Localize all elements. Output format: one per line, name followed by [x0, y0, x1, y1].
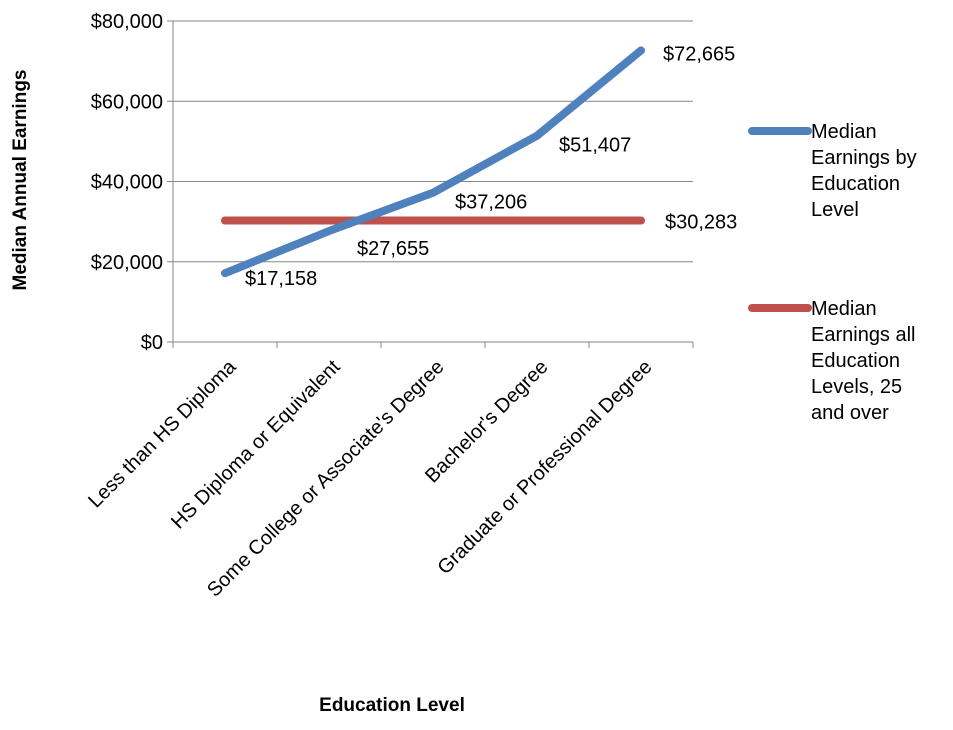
y-axis-title: Median Annual Earnings [10, 70, 31, 291]
y-tick-label: $20,000 [91, 252, 163, 274]
legend-label-line: and over [811, 402, 889, 424]
legend-label-line: Median [811, 298, 877, 320]
data-label: $37,206 [455, 192, 527, 214]
data-labels: $17,158 $27,655 $37,206 $51,407 $72,665 $30,2… [245, 43, 737, 290]
legend-entry: Median Earnings by Education Level [748, 121, 917, 221]
legend: Median Earnings by Education Level Median Ear… [748, 121, 917, 424]
y-tick-label: $60,000 [91, 91, 163, 113]
y-tick-label: $80,000 [91, 11, 163, 33]
series-line [221, 46, 645, 278]
y-tick-label: $40,000 [91, 172, 163, 194]
x-tick-label: HS Diploma or Equivalent [167, 356, 345, 534]
legend-entry: Median Earnings all Education Levels, 25 and… [748, 298, 916, 424]
series-lines [221, 46, 645, 278]
legend-label-line: Earnings by [811, 147, 917, 169]
x-tick-label: Graduate or Professional Degree [433, 356, 656, 579]
legend-label-line: Level [811, 199, 859, 221]
data-label: $30,283 [665, 211, 737, 233]
legend-label-line: Education [811, 350, 900, 372]
data-label: $51,407 [559, 135, 631, 157]
x-axis-title: Education Level [319, 695, 465, 716]
data-label: $27,655 [357, 238, 429, 260]
legend-label-line: Education [811, 173, 900, 195]
legend-label-line: Median [811, 121, 877, 143]
gridlines [173, 20, 693, 263]
data-label: $17,158 [245, 268, 317, 290]
data-label: $72,665 [663, 43, 735, 65]
x-tick-label: Some College or Associate's Degree [203, 356, 448, 601]
legend-label-line: Earnings all [811, 324, 916, 346]
y-tick-label: $0 [141, 332, 163, 354]
legend-label-line: Levels, 25 [811, 376, 902, 398]
